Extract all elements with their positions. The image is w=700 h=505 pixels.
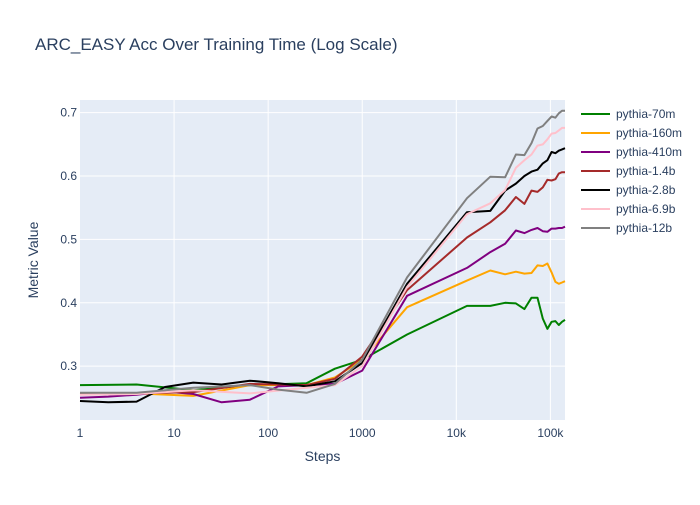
y-tick-label: 0.6 [60,169,77,183]
series-line-pythia-410m [79,225,566,404]
legend-item-pythia-1.4b[interactable]: pythia-1.4b [581,164,676,178]
y-axis-label: Metric Value [25,221,41,298]
legend-label: pythia-12b [616,221,672,235]
legend-item-pythia-12b[interactable]: pythia-12b [581,221,672,235]
chart-title: ARC_EASY Acc Over Training Time (Log Sca… [35,35,398,54]
legend-item-pythia-70m[interactable]: pythia-70m [581,107,675,121]
series-line-pythia-1.4b [79,171,565,395]
y-tick-label: 0.7 [60,106,77,120]
x-tick-label: 100 [258,426,278,440]
x-tick-label: 1000 [349,426,376,440]
y-tick-label: 0.3 [60,359,77,373]
plot-area [80,100,565,420]
series-lines [79,109,566,404]
legend: pythia-70m pythia-160m pythia-410m pythia-1… [581,107,682,235]
x-axis-label: Steps [305,448,341,464]
y-gridlines [80,112,565,367]
y-tick-label: 0.4 [60,296,77,310]
series-line-pythia-12b [80,109,565,394]
y-tick-labels: 0.3 0.4 0.5 0.6 0.7 [60,106,77,373]
y-tick-label: 0.5 [60,232,77,246]
series-line-pythia-2.8b [79,147,566,404]
legend-item-pythia-410m[interactable]: pythia-410m [581,145,682,159]
x-tick-label: 10 [167,426,181,440]
x-tick-label: 10k [447,426,467,440]
legend-label: pythia-160m [616,126,682,140]
x-tick-labels: 1 10 100 1000 10k 100k [77,426,565,440]
x-tick-label: 100k [537,426,564,440]
legend-label: pythia-6.9b [616,202,676,216]
legend-label: pythia-410m [616,145,682,159]
legend-label: pythia-70m [616,107,675,121]
legend-item-pythia-2.8b[interactable]: pythia-2.8b [581,183,676,197]
x-tick-label: 1 [77,426,84,440]
legend-label: pythia-2.8b [616,183,676,197]
legend-item-pythia-160m[interactable]: pythia-160m [581,126,682,140]
legend-label: pythia-1.4b [616,164,676,178]
legend-item-pythia-6.9b[interactable]: pythia-6.9b [581,202,676,216]
